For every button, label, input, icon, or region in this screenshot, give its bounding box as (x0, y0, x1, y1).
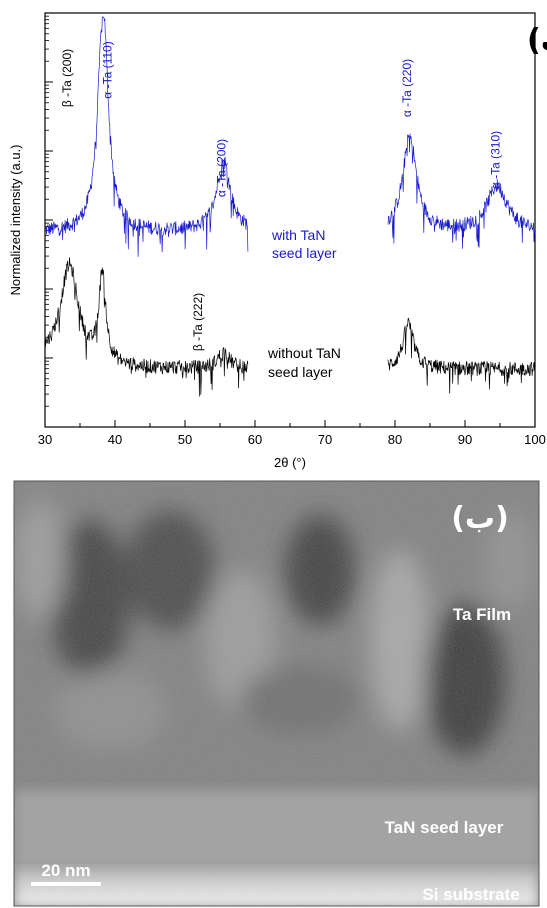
label-si-substrate: Si substrate (422, 885, 519, 904)
y-axis-label: Normalized intensity (a.u.) (8, 145, 23, 296)
x-tick-label: 90 (458, 432, 472, 447)
x-tick-label: 30 (38, 432, 52, 447)
peak-annotation: α -Ta (110) (101, 41, 115, 98)
x-axis-label: 2θ (°) (274, 455, 306, 470)
peak-annotation: α -Ta (200) (215, 139, 229, 197)
x-tick-label: 100 (524, 432, 546, 447)
xrd-chart: 30 40 50 60 70 80 90 100 β -Ta (200) α -Ta (110)… (8, 12, 547, 470)
annotation-layer: β -Ta (200) α -Ta (110) α -Ta (200) α -Ta (… (60, 41, 502, 351)
peak-annotation: β -Ta (200) (60, 49, 74, 107)
peak-annotation: β -Ta (222) (191, 293, 205, 351)
x-tick-label: 70 (318, 432, 332, 447)
scale-bar (31, 882, 101, 886)
x-tick-label: 60 (248, 432, 262, 447)
y-axis-ticks (45, 15, 53, 428)
x-tick-label: 40 (108, 432, 122, 447)
series-layer (44, 16, 536, 397)
tem-micrograph (14, 481, 539, 906)
series-label-with-tan-line1: with TaN (271, 227, 325, 243)
series-label-without-tan-line2: seed layer (268, 364, 333, 380)
peak-annotation: α -Ta (310) (488, 131, 502, 189)
label-ta-film: Ta Film (453, 605, 511, 624)
series-without-tan-segment-1 (44, 257, 249, 397)
x-tick-label: 50 (178, 432, 192, 447)
x-axis-ticks: 30 40 50 60 70 80 90 100 (38, 420, 546, 447)
series-label-without-tan-line1: without TaN (267, 345, 341, 361)
x-tick-label: 80 (388, 432, 402, 447)
panel-label-b: (ب) (451, 501, 509, 536)
label-tan-seed-layer: TaN seed layer (385, 818, 504, 837)
series-label-with-tan-line2: seed layer (272, 245, 337, 261)
series-with-tan-segment-2 (387, 133, 536, 249)
series-with-tan-segment-1 (44, 16, 249, 257)
tem-frame (13, 480, 540, 907)
scale-bar-label: 20 nm (41, 861, 90, 880)
series-without-tan-segment-2 (387, 317, 536, 394)
panel-label-a: (الف) (527, 23, 547, 58)
peak-annotation: α -Ta (220) (400, 59, 414, 117)
